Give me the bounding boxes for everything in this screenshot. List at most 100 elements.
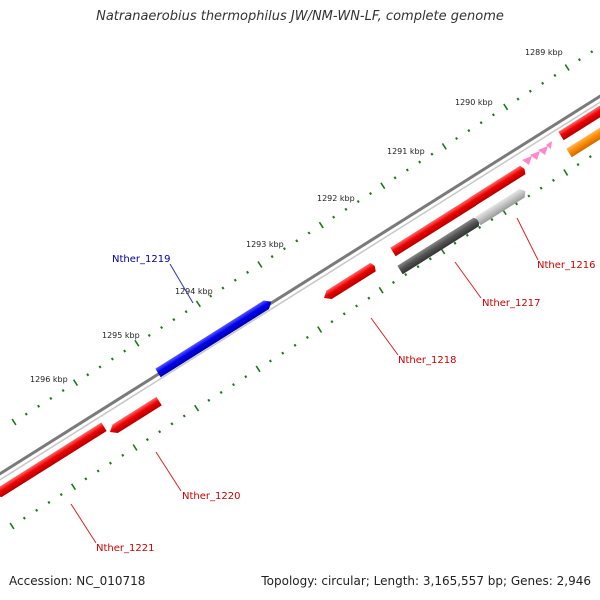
inner-ring-major-tick xyxy=(132,444,138,451)
outer-ring-minor-tick xyxy=(86,373,90,377)
inner-ring-minor-tick xyxy=(367,296,371,300)
outer-ring-major-tick xyxy=(441,142,447,150)
inner-ring-minor-tick xyxy=(59,493,63,497)
inner-ring-minor-tick xyxy=(527,194,531,198)
outer-ring-minor-tick xyxy=(332,215,336,219)
inner-ring-minor-tick xyxy=(121,453,125,457)
inner-ring-minor-tick xyxy=(182,414,186,418)
outer-ring-minor-tick xyxy=(491,113,495,117)
tick-marks-outer xyxy=(11,50,594,426)
label-connectors xyxy=(70,217,539,544)
outer-ring-major-tick xyxy=(318,221,324,229)
label-nther-1217[interactable]: Nther_1217 xyxy=(482,298,540,309)
inner-ring-minor-tick xyxy=(428,257,432,261)
outer-ring-minor-tick xyxy=(160,325,164,330)
outer-ring-minor-tick xyxy=(577,58,581,62)
gene-nther-1216-a[interactable] xyxy=(469,165,527,207)
outer-ring-minor-tick xyxy=(184,310,188,314)
accession-text: Accession: NC_010718 xyxy=(9,574,146,588)
outer-ring-minor-tick xyxy=(430,152,434,156)
outer-ring-minor-tick xyxy=(516,97,520,101)
inner-ring-minor-tick xyxy=(330,320,334,324)
gene-nther-1217-b[interactable] xyxy=(397,216,482,275)
inner-ring-major-tick xyxy=(70,483,77,491)
inner-ring-minor-tick xyxy=(478,225,482,229)
kbp-label-1295: 1295 kbp xyxy=(102,331,140,340)
gene-nther-1217-a[interactable] xyxy=(390,197,477,257)
label-nther-1220[interactable]: Nther_1220 xyxy=(182,491,240,502)
label-nther-1216[interactable]: Nther_1216 xyxy=(537,260,595,271)
outer-ring-minor-tick xyxy=(172,318,176,322)
inner-ring-major-tick xyxy=(378,286,384,294)
pink-repeat-features xyxy=(522,141,552,165)
outer-ring-minor-tick xyxy=(221,286,225,290)
gene-labels: Nther_1216 Nther_1217 Nther_1218 Nther_1… xyxy=(96,254,595,554)
outer-ring-major-tick xyxy=(195,300,201,308)
outer-ring-major-tick xyxy=(503,103,509,111)
inner-ring-minor-tick xyxy=(35,508,39,512)
inner-ring-minor-tick xyxy=(293,343,297,347)
outer-ring-minor-tick xyxy=(295,239,299,243)
label-nther-1218[interactable]: Nther_1218 xyxy=(398,355,456,366)
outer-ring-minor-tick xyxy=(418,160,422,164)
inner-ring-minor-tick xyxy=(342,312,346,316)
outer-ring-major-tick xyxy=(257,261,263,268)
outer-ring-minor-tick xyxy=(356,199,360,204)
gene-nther-1220[interactable] xyxy=(107,396,162,436)
outer-ring-minor-tick xyxy=(24,412,28,416)
inner-ring-minor-tick xyxy=(232,383,235,387)
gene-nther-1216-b[interactable] xyxy=(475,187,528,226)
outer-ring-minor-tick xyxy=(246,270,250,274)
outer-ring-minor-tick xyxy=(467,129,471,133)
outer-ring-minor-tick xyxy=(110,357,114,361)
inner-ring-major-tick xyxy=(194,404,200,412)
inner-ring-minor-tick xyxy=(551,178,555,182)
inner-ring-major-tick xyxy=(317,326,323,333)
backbone-outer-strand xyxy=(0,94,600,476)
inner-ring-major-tick xyxy=(563,169,569,176)
outer-ring-minor-tick xyxy=(98,365,102,369)
inner-ring-minor-tick xyxy=(588,155,592,159)
inner-ring-minor-tick xyxy=(96,469,100,473)
kbp-label-1290: 1290 kbp xyxy=(455,98,493,107)
outer-ring-minor-tick xyxy=(270,255,274,259)
gene-nther-1221[interactable] xyxy=(0,422,107,500)
inner-ring-minor-tick xyxy=(539,186,543,190)
outer-ring-minor-tick xyxy=(528,89,532,93)
inner-ring-minor-tick xyxy=(453,241,457,245)
inner-ring-minor-tick xyxy=(490,218,494,222)
outer-ring-major-tick xyxy=(380,182,386,190)
outer-ring-minor-tick xyxy=(553,73,557,78)
outer-ring-minor-tick xyxy=(123,349,127,353)
gene-top-right-orange[interactable] xyxy=(566,116,600,158)
gene-nther-1218[interactable] xyxy=(321,262,377,302)
outer-ring-major-tick xyxy=(134,339,140,347)
label-nther-1221[interactable]: Nther_1221 xyxy=(96,543,154,554)
outer-ring-minor-tick xyxy=(147,333,151,337)
gene-top-right-red[interactable] xyxy=(558,99,600,141)
connector-nther-1218 xyxy=(370,317,399,356)
inner-ring-minor-tick xyxy=(158,430,162,434)
inner-ring-minor-tick xyxy=(268,359,272,363)
topology-summary: Topology: circular; Length: 3,165,557 bp… xyxy=(261,574,591,588)
connector-nther-1217 xyxy=(454,261,482,299)
outer-ring-minor-tick xyxy=(479,121,483,125)
outer-ring-minor-tick xyxy=(209,294,213,298)
inner-ring-minor-tick xyxy=(207,398,211,402)
outer-ring-major-tick xyxy=(72,379,79,387)
outer-ring-minor-tick xyxy=(344,207,348,211)
kbp-label-1289: 1289 kbp xyxy=(525,48,563,57)
inner-ring-minor-tick xyxy=(391,280,395,284)
inner-ring-minor-tick xyxy=(145,438,149,442)
inner-ring-minor-tick xyxy=(465,233,469,237)
outer-ring-minor-tick xyxy=(369,192,373,196)
inner-ring-minor-tick xyxy=(84,477,88,481)
gene-nther-1219[interactable] xyxy=(155,297,274,378)
kbp-label-1291: 1291 kbp xyxy=(387,147,425,156)
kbp-label-1293: 1293 kbp xyxy=(246,240,284,249)
outer-ring-major-tick xyxy=(564,64,570,71)
outer-ring-minor-tick xyxy=(37,404,41,408)
label-nther-1219[interactable]: Nther_1219 xyxy=(112,254,170,265)
connector-nther-1219 xyxy=(169,263,194,304)
